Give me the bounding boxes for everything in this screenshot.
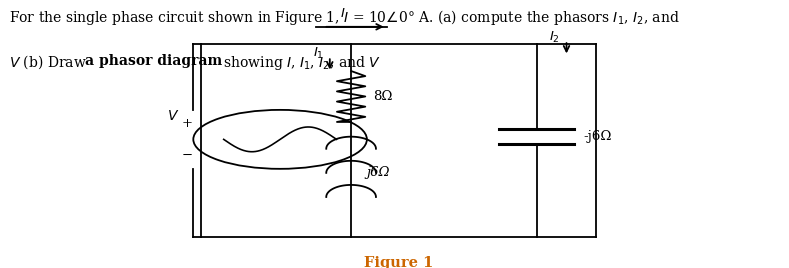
Text: −: − <box>181 149 193 162</box>
Text: $\mathit{V}$ (b) Draw: $\mathit{V}$ (b) Draw <box>9 54 88 71</box>
Text: $I$: $I$ <box>340 7 346 20</box>
Text: j6Ω: j6Ω <box>367 166 391 179</box>
Text: For the single phase circuit shown in Figure 1, $\mathit{I}$ = 10$\angle$0° A. (: For the single phase circuit shown in Fi… <box>9 8 680 27</box>
Text: $I_1$: $I_1$ <box>312 46 323 61</box>
Text: a phasor diagram: a phasor diagram <box>85 54 222 68</box>
Text: 8Ω: 8Ω <box>373 90 393 103</box>
Text: Figure 1: Figure 1 <box>364 256 433 268</box>
Text: $V$: $V$ <box>167 109 180 123</box>
Text: showing $\mathit{I}$, $\mathit{I}_1$, $\mathit{I}_2$, and $\mathit{V}$: showing $\mathit{I}$, $\mathit{I}_1$, $\… <box>219 54 381 72</box>
Text: $I_2$: $I_2$ <box>549 30 560 45</box>
Text: -j6Ω: -j6Ω <box>584 130 612 143</box>
Text: +: + <box>181 117 193 130</box>
